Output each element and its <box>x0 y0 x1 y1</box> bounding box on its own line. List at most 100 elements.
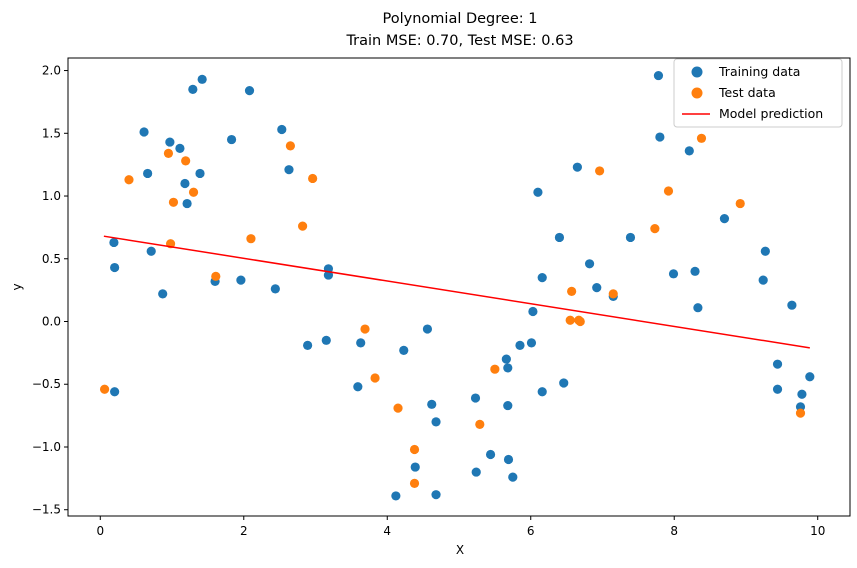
training-point-16 <box>236 275 246 285</box>
training-point-0 <box>109 237 119 248</box>
test-point-26 <box>663 186 674 196</box>
model-prediction-line <box>103 235 810 349</box>
test-point-13 <box>370 373 380 383</box>
test-point-15 <box>409 444 420 455</box>
test-point-12 <box>360 324 370 334</box>
y-tick-label-0: −1.5 <box>32 503 61 517</box>
legend-marker-test <box>691 87 703 99</box>
test-point-5 <box>181 156 191 166</box>
test-point-18 <box>490 364 500 374</box>
training-point-22 <box>321 335 331 345</box>
training-point-28 <box>399 345 409 355</box>
test-point-9 <box>285 141 295 151</box>
training-point-64 <box>772 359 783 369</box>
training-point-32 <box>431 490 441 500</box>
training-point-38 <box>503 363 513 373</box>
training-point-19 <box>277 124 287 135</box>
training-point-3 <box>139 127 149 137</box>
training-point-46 <box>537 272 547 283</box>
legend-label-model: Model prediction <box>719 106 823 121</box>
training-point-44 <box>528 306 538 317</box>
training-point-29 <box>410 462 420 472</box>
training-point-31 <box>427 399 437 409</box>
legend-marker-training <box>691 66 703 78</box>
y-tick-label-3: 0.0 <box>42 315 61 329</box>
plot-area-frame <box>67 57 851 517</box>
test-point-22 <box>575 316 585 327</box>
training-point-7 <box>165 137 175 147</box>
training-point-57 <box>668 269 679 279</box>
training-point-35 <box>471 467 481 477</box>
training-point-60 <box>693 303 703 313</box>
test-point-7 <box>211 271 221 281</box>
training-point-9 <box>180 178 190 189</box>
training-point-56 <box>655 132 665 142</box>
training-point-63 <box>760 246 770 256</box>
test-point-29 <box>795 408 806 418</box>
test-point-25 <box>650 224 660 234</box>
training-point-18 <box>270 284 280 294</box>
training-point-41 <box>508 472 518 482</box>
y-tick-label-5: 1.0 <box>42 189 61 203</box>
x-tick-label-10: 10 <box>810 524 825 538</box>
test-point-17 <box>475 419 485 429</box>
test-point-20 <box>567 286 577 296</box>
chart-title: Polynomial Degree: 1 <box>383 11 538 27</box>
y-axis-label: y <box>10 283 24 290</box>
training-point-61 <box>719 214 730 224</box>
training-point-40 <box>503 454 514 465</box>
test-point-27 <box>696 133 707 143</box>
training-point-65 <box>772 384 783 394</box>
training-point-27 <box>391 491 401 501</box>
x-tick-label-8: 8 <box>670 524 678 538</box>
training-point-39 <box>503 400 513 411</box>
training-point-42 <box>515 340 525 350</box>
training-point-30 <box>422 324 433 334</box>
test-point-16 <box>409 478 420 488</box>
training-point-17 <box>244 86 255 96</box>
y-tick-label-4: 0.5 <box>42 252 61 266</box>
training-point-54 <box>625 232 636 243</box>
training-point-43 <box>526 338 537 348</box>
test-point-2 <box>163 148 174 158</box>
training-point-37 <box>501 354 511 364</box>
training-point-10 <box>182 198 192 209</box>
legend-frame <box>673 58 843 128</box>
training-point-45 <box>533 187 543 197</box>
training-point-26 <box>356 338 366 348</box>
training-point-58 <box>684 146 694 156</box>
x-axis-ticks: 0 2 4 6 8 10 <box>96 516 825 538</box>
training-point-62 <box>758 275 768 285</box>
y-tick-label-1: −1.0 <box>32 440 61 454</box>
training-point-11 <box>188 84 198 94</box>
y-axis-ticks: −1.5 −1.0 −0.5 0.0 0.5 1.0 1.5 2.0 <box>32 64 68 517</box>
training-point-1 <box>110 262 120 273</box>
test-point-0 <box>99 384 110 394</box>
x-tick-label-0: 0 <box>96 524 104 538</box>
test-point-4 <box>168 197 179 207</box>
test-point-23 <box>595 166 605 176</box>
y-tick-label-7: 2.0 <box>42 64 61 78</box>
legend-label-test: Test data <box>718 85 776 100</box>
training-point-59 <box>690 266 700 276</box>
training-point-55 <box>653 70 664 81</box>
training-point-6 <box>158 289 168 299</box>
test-point-6 <box>188 187 199 197</box>
test-point-1 <box>124 175 134 185</box>
y-tick-label-6: 1.5 <box>42 126 61 140</box>
legend: Training data Test data Model prediction <box>673 58 843 128</box>
test-point-10 <box>298 221 308 231</box>
training-point-15 <box>226 134 237 145</box>
legend-label-training: Training data <box>718 64 800 79</box>
test-point-8 <box>246 234 256 244</box>
training-point-12 <box>195 168 205 179</box>
training-point-2 <box>110 387 120 397</box>
chart-subtitle: Train MSE: 0.70, Test MSE: 0.63 <box>345 33 573 49</box>
test-point-14 <box>393 403 403 413</box>
training-point-8 <box>175 143 185 153</box>
test-point-28 <box>735 198 745 209</box>
training-point-5 <box>146 246 156 256</box>
training-point-48 <box>554 232 565 243</box>
training-point-47 <box>537 387 547 397</box>
data-layer <box>99 70 815 501</box>
